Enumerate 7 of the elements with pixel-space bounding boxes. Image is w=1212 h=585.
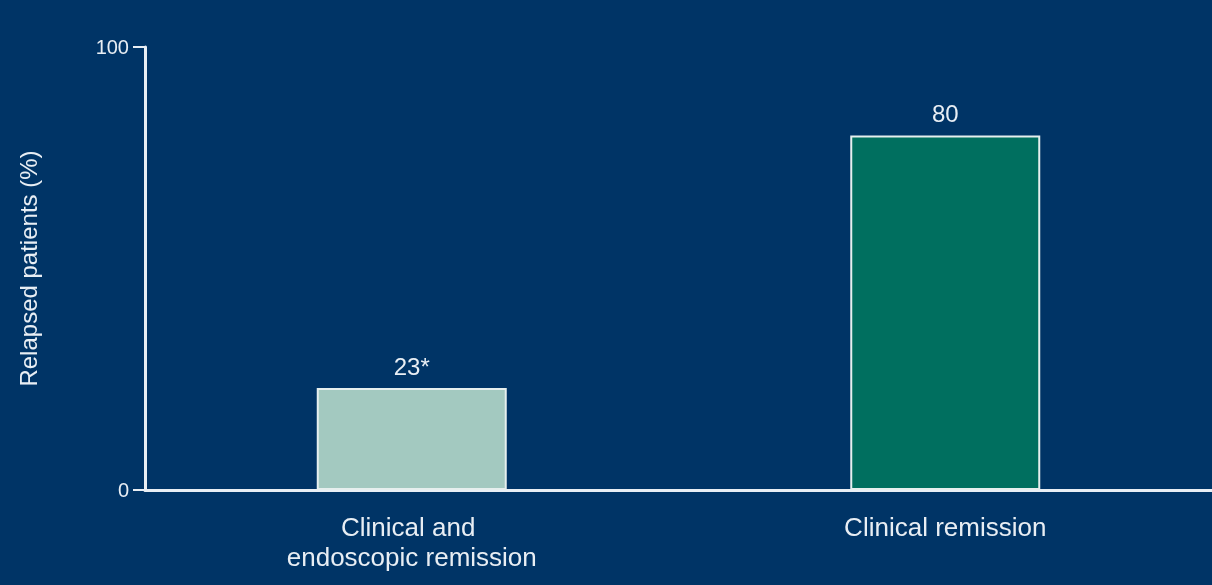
y-axis-title: Relapsed patients (%) [14, 150, 42, 387]
x-tick-label: Clinical and endoscopic remission [286, 512, 537, 572]
data-label: 23* [393, 352, 430, 380]
y-tick-label: 100 [95, 36, 129, 58]
y-tick-label: 0 [117, 479, 129, 501]
x-tick-label: Clinical remission [844, 512, 1047, 542]
data-label: 80 [931, 100, 959, 128]
